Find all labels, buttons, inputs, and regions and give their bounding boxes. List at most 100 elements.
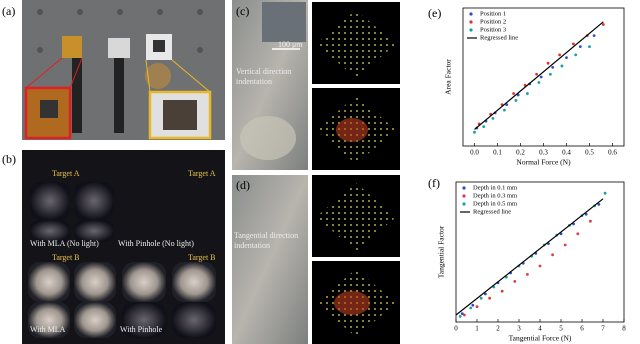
legend-label: Position 2 <box>480 18 506 25</box>
photo-d <box>232 175 400 344</box>
point <box>572 42 575 46</box>
x-tick-label: 6 <box>580 325 584 333</box>
point <box>526 273 529 276</box>
photo-text: Target B <box>52 253 80 262</box>
point <box>576 232 580 236</box>
point <box>463 313 466 317</box>
legend-swatch <box>469 20 473 24</box>
point <box>589 219 592 223</box>
photo-text: Target A <box>188 169 216 178</box>
legend-swatch <box>462 194 466 198</box>
legend-label: Position 3 <box>480 26 506 33</box>
photo-text: indentation <box>234 241 270 250</box>
point <box>473 130 476 134</box>
point <box>546 61 550 65</box>
panel-label: (d) <box>236 178 250 192</box>
point <box>574 53 578 57</box>
panel-label: (a) <box>2 4 15 18</box>
point <box>539 75 543 79</box>
legend-label: Depth in 0.3 mm <box>473 192 517 199</box>
photo-text: Tangential direction <box>234 231 298 240</box>
point <box>563 243 567 247</box>
point <box>537 81 541 84</box>
x-tick-label: 0.4 <box>562 149 571 157</box>
point <box>460 312 464 315</box>
point <box>565 56 568 60</box>
point <box>592 34 596 37</box>
photo-text: With MLA (No light) <box>30 239 99 248</box>
legend-label: Regressed line <box>473 208 511 215</box>
legend-swatch <box>469 28 473 32</box>
y-axis-label: Area Factor <box>444 59 453 95</box>
point <box>597 203 601 206</box>
point <box>560 64 564 68</box>
point <box>471 303 475 307</box>
regression-line <box>474 21 604 130</box>
photo-c <box>232 0 400 170</box>
point <box>512 92 515 95</box>
scale-label: 100 μm <box>278 40 303 49</box>
legend-label: Position 1 <box>480 10 506 17</box>
point <box>505 275 508 279</box>
x-tick-label: 0 <box>454 325 458 333</box>
panel-label: (e) <box>428 6 441 20</box>
photo-text: Target A <box>52 169 80 178</box>
point <box>503 108 506 112</box>
legend-label: Depth in 0.1 mm <box>473 184 517 191</box>
point <box>484 292 487 296</box>
point <box>491 117 495 120</box>
point <box>603 191 607 195</box>
x-tick-label: 2 <box>496 325 500 333</box>
point <box>538 264 542 268</box>
legend-swatch <box>469 12 473 16</box>
legend-swatch <box>462 202 466 206</box>
y-axis-label: Tangential Factor <box>437 225 446 278</box>
x-tick-label: 0.1 <box>493 149 502 157</box>
point <box>535 72 538 76</box>
photo-b <box>22 150 225 344</box>
point <box>488 296 491 300</box>
point <box>479 296 483 300</box>
point <box>469 306 473 310</box>
x-tick-label: 0.6 <box>608 149 617 157</box>
point <box>551 253 554 257</box>
x-axis-label: Normal Force (N) <box>516 158 571 167</box>
legend-label: Depth in 0.5 mm <box>473 200 517 207</box>
point <box>500 289 504 293</box>
panel-label: (c) <box>236 4 249 18</box>
point <box>482 125 486 129</box>
point <box>549 72 552 76</box>
x-tick-label: 5 <box>559 325 563 333</box>
photo-text: With Pinhole (No light) <box>118 239 194 248</box>
panel-label: (f) <box>428 176 440 190</box>
regression-line <box>455 198 604 316</box>
point <box>526 92 529 95</box>
point <box>505 103 509 106</box>
x-tick-label: 0.5 <box>585 149 594 157</box>
photo-text: Target B <box>188 253 216 262</box>
x-tick-label: 0.0 <box>470 149 479 157</box>
x-tick-label: 7 <box>601 325 605 333</box>
photo-text: With Pinhole <box>120 325 163 334</box>
x-tick-label: 0.3 <box>539 149 548 157</box>
point <box>578 45 582 49</box>
point <box>588 45 591 49</box>
point <box>514 99 518 102</box>
photo-text: With MLA <box>30 325 66 334</box>
x-tick-label: 8 <box>622 325 626 333</box>
panel-label: (b) <box>2 152 16 166</box>
x-tick-label: 3 <box>517 325 521 333</box>
photo-text: indentation <box>236 77 272 86</box>
point <box>558 53 561 57</box>
legend-label: Regressed line <box>480 34 518 41</box>
photo-text: Vertical direction <box>236 67 291 76</box>
point <box>601 23 605 26</box>
point <box>458 315 462 318</box>
point <box>584 212 588 216</box>
legend-swatch <box>462 186 466 190</box>
point <box>551 65 555 69</box>
x-axis-label: Tangential Force (N) <box>509 334 572 343</box>
photo-a <box>22 0 225 140</box>
x-tick-label: 1 <box>475 325 479 333</box>
point <box>475 305 479 308</box>
